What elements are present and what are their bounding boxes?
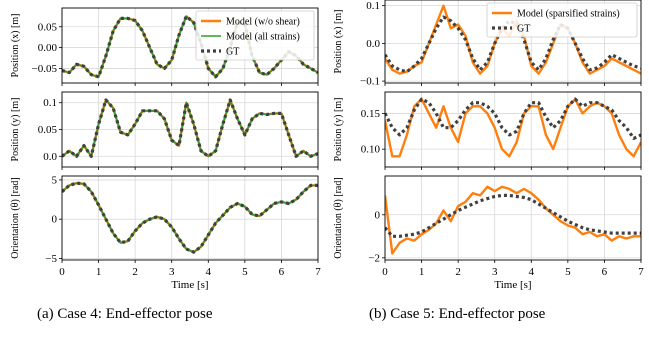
y-tick-label: 5 bbox=[52, 174, 58, 186]
axes-frame bbox=[384, 91, 642, 168]
y-tick-label: 0 bbox=[52, 214, 58, 226]
series-line-model-all bbox=[62, 99, 318, 158]
y-axis-label: Orientation (θ) [rad] bbox=[10, 177, 21, 258]
legend: Model (w/o shear) Model (all strains) GT bbox=[195, 10, 315, 61]
series-line-model bbox=[62, 98, 318, 158]
y-tick-label: −0.05 bbox=[32, 63, 58, 75]
y-axis-label: Position (x) [m] bbox=[333, 10, 344, 74]
y-tick-label: 0.00 bbox=[38, 42, 58, 54]
panel-case5-x: −0.1 0.0 0.1 Position (x) [m] Model (sparsif… bbox=[333, 0, 642, 88]
y-tick-label: −0.1 bbox=[360, 76, 380, 88]
legend-box bbox=[195, 10, 315, 61]
y-tick-label: −5 bbox=[45, 253, 57, 265]
caption-left: (a) Case 4: End-effector pose bbox=[37, 306, 213, 322]
series-line-gt bbox=[62, 14, 318, 79]
x-tick-label: 0 bbox=[59, 266, 65, 278]
y-axis-label: Orientation (θ) [rad] bbox=[333, 177, 344, 258]
x-tick-label: 2 bbox=[132, 266, 138, 278]
y-tick-label: 0.1 bbox=[366, 0, 380, 12]
legend-label: Model (sparsified strains) bbox=[517, 9, 620, 20]
y-tick-label: −2 bbox=[368, 252, 380, 264]
legend: Model (sparsified strains) GT bbox=[486, 2, 638, 38]
series-line-model-all bbox=[62, 182, 318, 253]
y-tick-label: 0.1 bbox=[43, 97, 57, 109]
x-axis-label: Time [s] bbox=[171, 279, 208, 291]
series-line-model bbox=[385, 185, 641, 255]
series-line-gt bbox=[385, 193, 641, 238]
x-tick-label: 7 bbox=[638, 266, 644, 278]
series-line-model bbox=[385, 97, 641, 158]
x-tick-label: 5 bbox=[565, 266, 571, 278]
axes-frame bbox=[61, 175, 319, 261]
x-tick-label: 7 bbox=[315, 266, 321, 278]
y-axis-label: Position (y) [m] bbox=[333, 98, 344, 162]
y-tick-label: 0.0 bbox=[366, 38, 380, 50]
x-tick-label: 0 bbox=[382, 266, 388, 278]
series-line-gt bbox=[62, 181, 318, 254]
x-tick-label: 6 bbox=[279, 266, 285, 278]
series-line-model bbox=[62, 181, 318, 254]
legend-label: GT bbox=[517, 24, 530, 35]
panel-case4-x: −0.05 0.00 0.05 Position (x) [m] Model (w/o … bbox=[10, 7, 319, 86]
caption-right: (b) Case 5: End-effector pose bbox=[369, 306, 546, 322]
y-axis-label: Position (x) [m] bbox=[10, 14, 21, 78]
x-axis-label: Time [s] bbox=[494, 279, 531, 291]
y-tick-label: 0.15 bbox=[361, 108, 381, 120]
y-axis-label: Position (y) [m] bbox=[10, 98, 21, 162]
panel-case4-y: 0.0 0.05 0.1 Position (y) [m] bbox=[10, 91, 319, 170]
axes-frame bbox=[384, 0, 642, 84]
x-tick-label: 2 bbox=[455, 266, 461, 278]
y-tick-label: 0 bbox=[375, 209, 381, 221]
x-tick-label: 1 bbox=[419, 266, 425, 278]
panel-case5-y: 0.10 0.15 Position (y) [m] bbox=[333, 91, 642, 170]
legend-label: Model (all strains) bbox=[226, 32, 300, 43]
axes-frame bbox=[384, 175, 642, 261]
y-tick-label: 0.05 bbox=[38, 21, 58, 33]
y-tick-label: 0.0 bbox=[43, 151, 57, 163]
x-tick-label: 4 bbox=[529, 266, 535, 278]
x-tick-label: 3 bbox=[492, 266, 498, 278]
legend-label: GT bbox=[226, 47, 239, 58]
axes-frame bbox=[61, 7, 319, 84]
x-tick-label: 3 bbox=[169, 266, 175, 278]
legend-box bbox=[486, 2, 638, 38]
x-tick-label: 5 bbox=[242, 266, 248, 278]
x-tick-label: 6 bbox=[602, 266, 608, 278]
x-tick-label: 4 bbox=[206, 266, 212, 278]
y-tick-label: 0.10 bbox=[361, 144, 381, 156]
legend-label: Model (w/o shear) bbox=[226, 17, 300, 28]
x-tick-label: 1 bbox=[96, 266, 102, 278]
series-line-gt bbox=[62, 98, 318, 158]
y-tick-label: 0.05 bbox=[38, 124, 58, 136]
